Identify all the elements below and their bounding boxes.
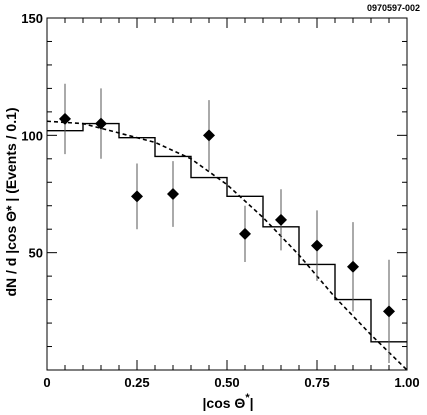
histogram-line <box>47 122 407 343</box>
x-axis-title: |cos Θ*| <box>202 392 253 411</box>
data-point <box>59 112 71 125</box>
y-axis-title: dN / d |cos Θ* | (Events / 0.1) <box>3 107 19 296</box>
x-tick-label: 0.50 <box>214 375 239 390</box>
y-tick-labels: 50 100 150 <box>21 11 43 261</box>
data-point <box>167 188 179 200</box>
x-tick-label: 0 <box>43 375 50 390</box>
axis-ticks <box>46 17 408 370</box>
data-points-layer <box>59 83 395 363</box>
x-tick-label: 1.00 <box>394 375 419 390</box>
x-tick-labels: 0 0.25 0.50 0.75 1.00 <box>43 375 419 390</box>
fit-curve-layer <box>46 120 408 371</box>
x-tick-label: 0.25 <box>124 375 149 390</box>
y-tick-label: 100 <box>21 128 43 143</box>
data-point <box>95 117 107 130</box>
data-point <box>275 213 287 226</box>
data-point <box>239 227 251 240</box>
data-point <box>131 190 143 203</box>
y-tick-label: 150 <box>21 11 43 26</box>
data-point <box>203 129 215 142</box>
data-point <box>383 305 395 318</box>
x-tick-label: 0.75 <box>304 375 329 390</box>
figure-id: 0970597-002 <box>367 3 420 13</box>
data-point <box>311 239 323 252</box>
histogram-layer <box>47 122 407 343</box>
data-point <box>347 260 359 273</box>
y-tick-label: 50 <box>29 246 43 261</box>
fit-curve <box>46 120 408 371</box>
